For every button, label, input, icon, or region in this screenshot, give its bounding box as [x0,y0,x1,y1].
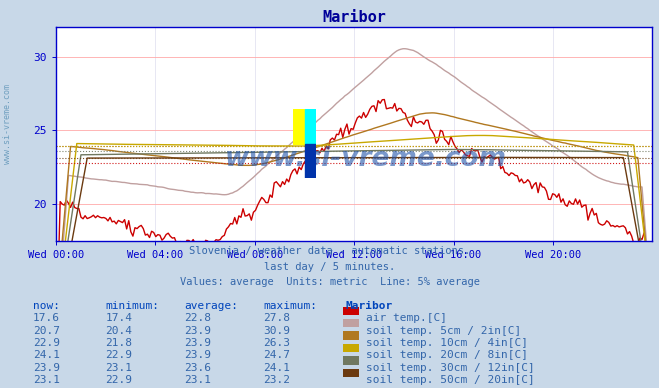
Text: 30.9: 30.9 [264,326,291,336]
Text: 23.1: 23.1 [105,363,132,373]
Text: maximum:: maximum: [264,301,318,311]
Text: soil temp. 30cm / 12in[C]: soil temp. 30cm / 12in[C] [366,363,534,373]
Text: 21.8: 21.8 [105,338,132,348]
Text: average:: average: [185,301,239,311]
Text: 22.9: 22.9 [105,350,132,360]
Text: Values: average  Units: metric  Line: 5% average: Values: average Units: metric Line: 5% a… [179,277,480,288]
Text: soil temp. 10cm / 4in[C]: soil temp. 10cm / 4in[C] [366,338,528,348]
Text: air temp.[C]: air temp.[C] [366,313,447,323]
Text: 22.8: 22.8 [185,313,212,323]
Text: 22.9: 22.9 [33,338,60,348]
Text: now:: now: [33,301,60,311]
Text: minimum:: minimum: [105,301,159,311]
Title: Maribor: Maribor [322,10,386,24]
Text: 20.7: 20.7 [33,326,60,336]
Text: Maribor: Maribor [346,301,393,311]
Text: 27.8: 27.8 [264,313,291,323]
Text: 26.3: 26.3 [264,338,291,348]
Text: soil temp. 50cm / 20in[C]: soil temp. 50cm / 20in[C] [366,375,534,385]
Text: 23.9: 23.9 [33,363,60,373]
Bar [304,144,316,178]
Text: 23.1: 23.1 [185,375,212,385]
Text: 24.7: 24.7 [264,350,291,360]
Text: soil temp. 20cm / 8in[C]: soil temp. 20cm / 8in[C] [366,350,528,360]
Text: 23.1: 23.1 [33,375,60,385]
Bar [304,109,316,144]
Text: 23.9: 23.9 [185,326,212,336]
Text: 17.4: 17.4 [105,313,132,323]
Text: 23.6: 23.6 [185,363,212,373]
Text: www.si-vreme.com: www.si-vreme.com [3,84,13,164]
Text: soil temp. 5cm / 2in[C]: soil temp. 5cm / 2in[C] [366,326,521,336]
Bar [293,109,304,144]
Text: 23.9: 23.9 [185,350,212,360]
Text: 24.1: 24.1 [33,350,60,360]
Text: www.si-vreme.com: www.si-vreme.com [225,146,507,173]
Text: 17.6: 17.6 [33,313,60,323]
Text: 22.9: 22.9 [105,375,132,385]
Text: last day / 5 minutes.: last day / 5 minutes. [264,262,395,272]
Text: 20.4: 20.4 [105,326,132,336]
Text: Slovenia / weather data - automatic stations.: Slovenia / weather data - automatic stat… [189,246,470,256]
Text: 23.2: 23.2 [264,375,291,385]
Text: 24.1: 24.1 [264,363,291,373]
Text: 23.9: 23.9 [185,338,212,348]
